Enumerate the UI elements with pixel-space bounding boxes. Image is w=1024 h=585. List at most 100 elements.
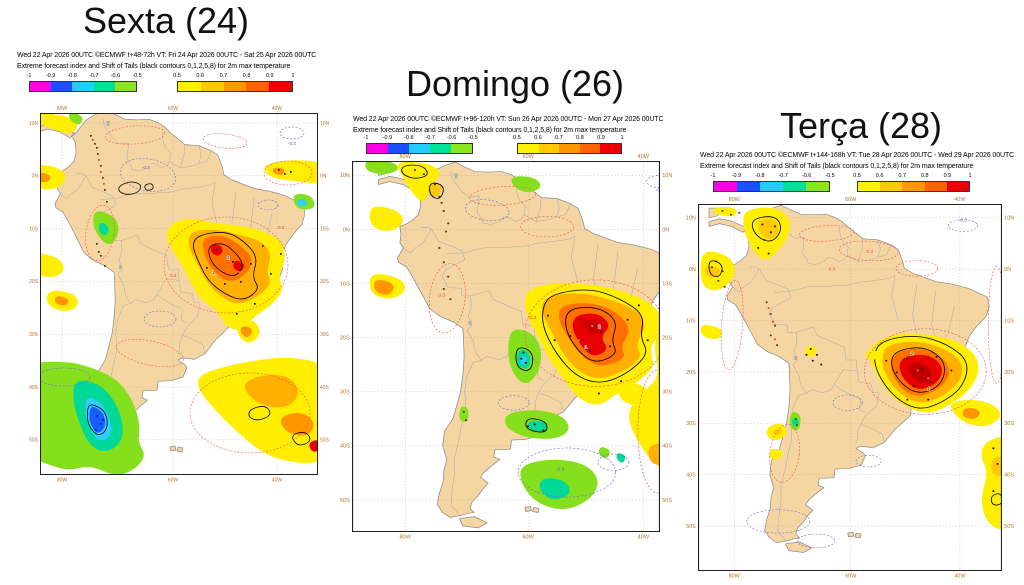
svg-text:2: 2 — [227, 255, 230, 260]
map-frame — [40, 113, 318, 475]
panel-title-terca: Terça (28) — [779, 105, 943, 146]
forecast-header-terca: Wed 22 Apr 2026 00UTC ©ECMWF t+144-168h … — [700, 150, 1014, 172]
svg-text:20S: 20S — [29, 279, 39, 285]
legend-swatch — [924, 182, 947, 191]
svg-text:40W: 40W — [638, 535, 650, 541]
legend-swatch — [783, 182, 806, 191]
svg-text:10N: 10N — [662, 173, 672, 179]
svg-text:60W: 60W — [168, 106, 179, 112]
legend-tick: 0.8 — [576, 135, 584, 141]
svg-text:1: 1 — [927, 386, 930, 391]
svg-text:0N: 0N — [689, 267, 696, 273]
legend-tick: 0.9 — [597, 135, 605, 141]
svg-text:80W: 80W — [729, 197, 740, 203]
legend-swatch — [559, 144, 580, 153]
legend-swatch — [114, 82, 137, 91]
svg-text:40S: 40S — [686, 473, 696, 479]
legend-swatch — [269, 82, 292, 91]
legend-positive-terca: 0.5 0.6 0.7 0.8 0.9 1 — [853, 173, 972, 192]
legend-tick-labels: -1 -0.9 -0.8 -0.7 -0.6 -0.5 — [363, 135, 478, 143]
legend-positive-domingo: 0.5 0.6 0.7 0.8 0.9 1 — [513, 135, 624, 154]
legend-colorbar — [857, 181, 970, 192]
legend-tick: -1 — [26, 73, 32, 79]
svg-text:0N: 0N — [1004, 267, 1011, 273]
map-terca: 0.3 0.3 -0.3 1 2 80W 80W 60W 60W 40W 40W 10N 10N 0N 0N… — [686, 197, 1015, 579]
legend-negative-terca: -1 -0.9 -0.8 -0.7 -0.6 -0.5 — [711, 173, 835, 192]
map-sexta: 0.3 0.3 -0.3 -0.3 2 1 80W 80W 60W 60W 40W 40W 10N 10N… — [29, 106, 330, 484]
legend-swatch — [538, 144, 560, 153]
svg-text:20S: 20S — [686, 370, 696, 376]
axis-labels: 80W 80W 60W 60W 40W 40W 10N 10N 0N 0N 10S 10S 20S 20S… — [686, 197, 1015, 579]
svg-text:30S: 30S — [320, 332, 330, 338]
svg-text:0.3: 0.3 — [438, 292, 445, 298]
legend-tick: 1 — [291, 73, 295, 79]
svg-text:20S: 20S — [340, 336, 350, 342]
legend-swatch — [246, 82, 270, 91]
legend-tick: 0.5 — [173, 73, 181, 79]
legend-swatch — [367, 144, 388, 153]
svg-text:40W: 40W — [272, 478, 283, 484]
legend-swatch — [806, 182, 829, 191]
legend-swatch — [714, 182, 737, 191]
legend-tick-labels: -1 -0.9 -0.8 -0.7 -0.6 -0.5 — [26, 73, 142, 81]
forecast-header-sexta: Wed 22 Apr 2026 00UTC ©ECMWF t+48-72h VT… — [17, 50, 316, 72]
svg-text:40S: 40S — [340, 444, 350, 450]
svg-text:0.3: 0.3 — [866, 249, 873, 254]
legend-tick: -0.6 — [801, 173, 812, 179]
legend-swatch — [51, 82, 73, 91]
legend-tick: 1 — [620, 135, 624, 141]
svg-text:20S: 20S — [1004, 370, 1014, 376]
legend-tick: -0.9 — [731, 173, 742, 179]
legend-tick: 0.5 — [513, 135, 521, 141]
legend-swatch — [409, 144, 430, 153]
legend-colorbar — [713, 181, 830, 192]
legend-tick: 0.7 — [219, 73, 228, 79]
legend-tick: -0.8 — [404, 135, 414, 141]
svg-text:20S: 20S — [662, 336, 672, 342]
svg-text:40W: 40W — [272, 106, 283, 112]
legend-tick: -0.9 — [45, 73, 56, 79]
svg-text:2: 2 — [911, 351, 914, 356]
svg-text:30S: 30S — [686, 421, 696, 427]
svg-text:10N: 10N — [320, 121, 330, 127]
legend-tick: 0.6 — [534, 135, 542, 141]
svg-text:40W: 40W — [954, 574, 965, 580]
legend-tick: -0.9 — [382, 135, 393, 141]
svg-text:2: 2 — [598, 324, 601, 330]
legend-tick: 0.6 — [875, 173, 884, 179]
svg-text:30S: 30S — [340, 390, 350, 396]
svg-text:10S: 10S — [1004, 319, 1014, 325]
legend-tick: -1 — [363, 135, 369, 141]
svg-text:80W: 80W — [57, 478, 68, 484]
svg-text:0.3: 0.3 — [170, 273, 177, 278]
map-content: 0.3 0.3 -0.3 1 2 — [698, 204, 1002, 571]
svg-text:80W: 80W — [399, 535, 411, 541]
map-domingo: 0.3 0.3 -0.3 -0.3 2 1 80W 80W 60W 60W 40W 40W 10N 10N… — [340, 154, 673, 540]
forecast-header-line2: Extreme forecast index and Shift of Tail… — [700, 163, 974, 170]
svg-text:10N: 10N — [1004, 216, 1014, 222]
svg-text:10S: 10S — [662, 282, 672, 288]
svg-text:1: 1 — [585, 345, 588, 351]
svg-text:30S: 30S — [1004, 421, 1014, 427]
forecast-header-line1: Wed 22 Apr 2026 00UTC ©ECMWF t+48-72h VT… — [17, 52, 317, 59]
svg-text:60W: 60W — [522, 535, 534, 541]
svg-text:40S: 40S — [662, 444, 672, 450]
forecast-header-line1: Wed 22 Apr 2026 00UTC ©ECMWF t+144-168h … — [700, 152, 1015, 159]
legend-tick: -0.8 — [755, 173, 765, 179]
svg-text:10N: 10N — [340, 173, 350, 179]
svg-text:10S: 10S — [29, 226, 39, 232]
forecast-header-domingo: Wed 22 Apr 2026 00UTC ©ECMWF t+96-120h V… — [353, 114, 664, 136]
legend-colorbar — [29, 81, 137, 92]
forecast-header-line1: Wed 22 Apr 2026 00UTC ©ECMWF t+96-120h V… — [353, 116, 664, 123]
legend-swatch — [72, 82, 94, 91]
svg-text:-0.3: -0.3 — [959, 218, 968, 223]
legend-tick: 0.9 — [943, 173, 952, 179]
axis-labels: 80W 80W 60W 60W 40W 40W 10N 10N 0N 0N 10S 10S 20S 20S… — [29, 106, 330, 484]
legend-tick: -0.5 — [468, 135, 478, 141]
svg-text:50S: 50S — [340, 498, 350, 504]
efi-overlays: 0.3 0.3 -0.3 1 2 — [700, 206, 1002, 549]
legend-colorbar — [177, 81, 293, 92]
svg-text:80W: 80W — [57, 106, 68, 112]
legend-swatch — [579, 144, 601, 153]
